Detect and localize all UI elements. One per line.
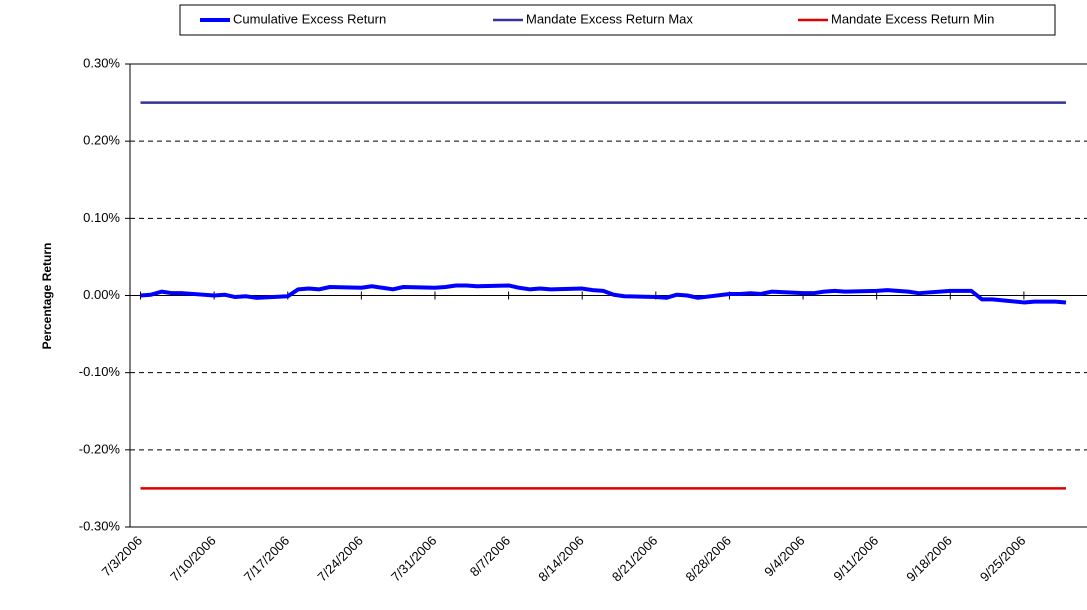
x-tick-label: 8/28/2006 — [682, 533, 734, 585]
y-tick-label: 0.00% — [83, 287, 120, 302]
x-tick-label: 9/18/2006 — [903, 533, 955, 585]
x-tick-label: 8/21/2006 — [609, 533, 661, 585]
y-tick-label: 0.30% — [83, 55, 120, 70]
x-tick-label: 7/17/2006 — [241, 533, 293, 585]
y-tick-label: -0.30% — [79, 518, 121, 533]
y-tick-label: 0.10% — [83, 210, 120, 225]
x-tick-label: 7/3/2006 — [99, 533, 145, 579]
y-tick-label: -0.10% — [79, 364, 121, 379]
y-tick-label: 0.20% — [83, 133, 120, 148]
series-line — [140, 283, 1067, 305]
x-tick-label: 9/4/2006 — [761, 533, 807, 579]
legend-label: Mandate Excess Return Min — [831, 11, 994, 26]
x-tick-label: 8/7/2006 — [467, 533, 513, 579]
x-tick-label: 8/14/2006 — [535, 533, 587, 585]
y-axis-label: Percentage Return — [40, 243, 54, 350]
legend-box — [179, 4, 1056, 36]
x-tick-label: 7/10/2006 — [167, 533, 219, 585]
legend-label: Mandate Excess Return Max — [526, 11, 693, 26]
y-tick-label: -0.20% — [79, 441, 121, 456]
legend: Cumulative Excess Return Mandate Excess R… — [179, 4, 1056, 36]
x-tick-label: 9/25/2006 — [977, 533, 1029, 585]
x-tick-label: 7/24/2006 — [314, 533, 366, 585]
legend-label: Cumulative Excess Return — [233, 11, 386, 26]
x-tick-label: 9/11/2006 — [830, 533, 881, 584]
x-tick-label: 7/31/2006 — [388, 533, 440, 585]
